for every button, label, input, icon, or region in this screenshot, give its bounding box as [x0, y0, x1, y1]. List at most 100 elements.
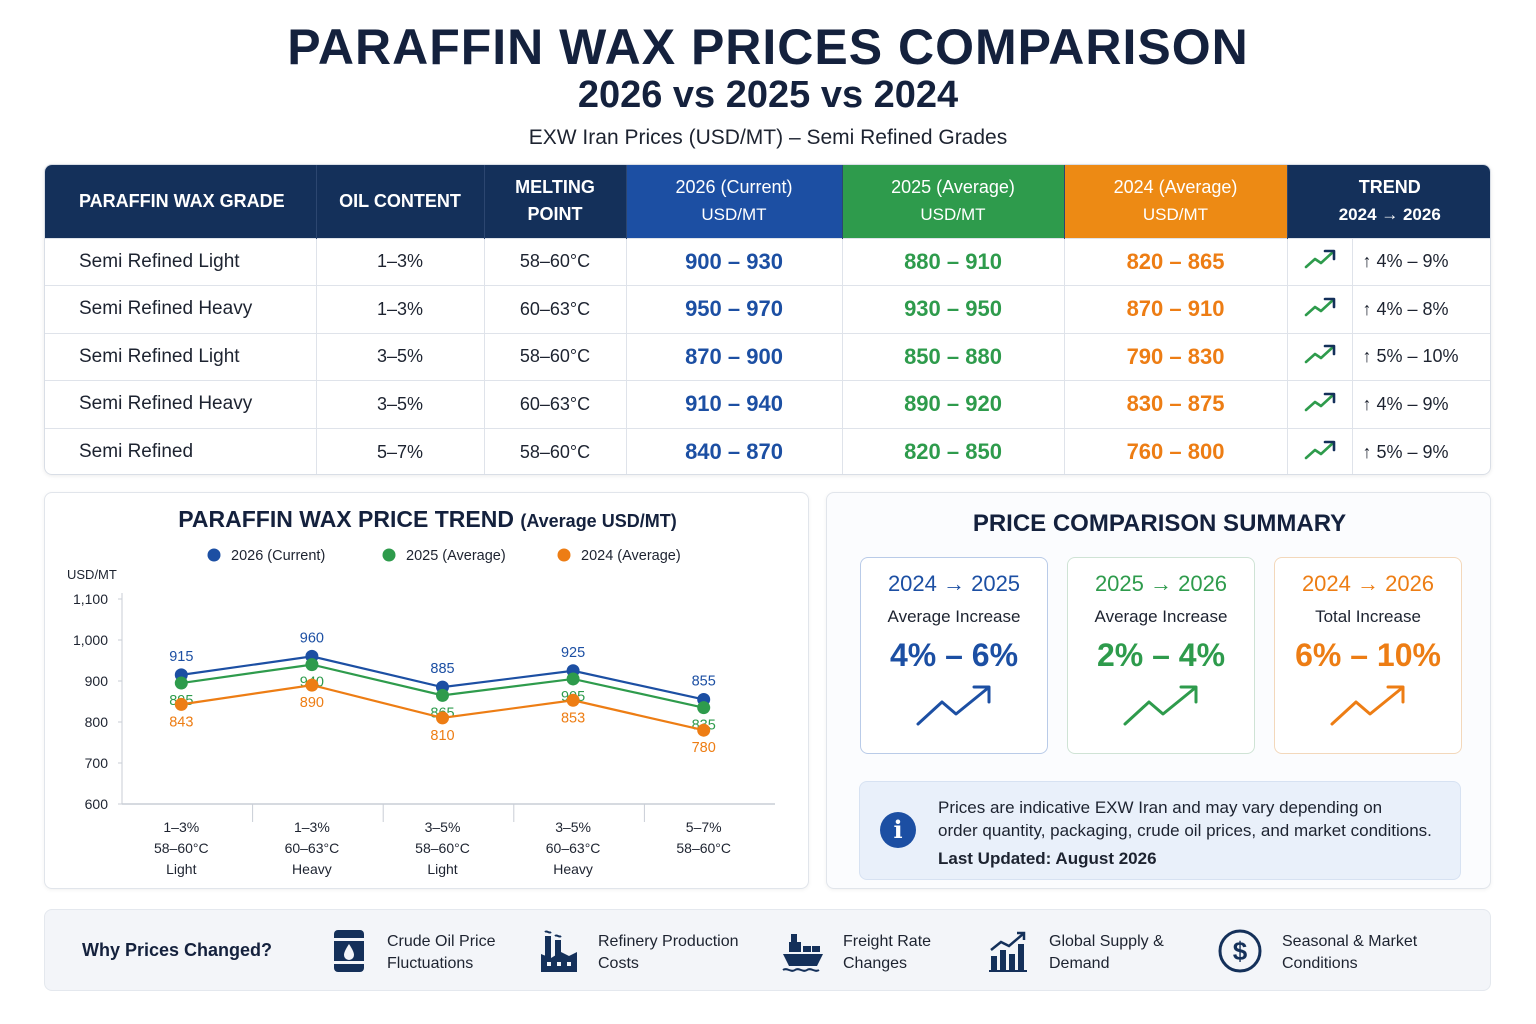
y-tick-label: 800: [85, 714, 109, 730]
legend-label: 2026 (Current): [231, 548, 325, 564]
x-tick-label: 58–60°C: [415, 840, 470, 856]
note-line-2: order quantity, packaging, crude oil pri…: [938, 821, 1432, 840]
header-grade: PARAFFIN WAX GRADE: [45, 165, 317, 238]
trend-up-icon: [916, 685, 991, 726]
why-item-crude-oil: Crude Oil Price Fluctuations: [331, 924, 521, 978]
x-tick-label: 60–63°C: [546, 840, 601, 856]
price-2024-cell: 760 – 800: [1064, 427, 1288, 474]
melting-point-cell: 60–63°C: [484, 380, 627, 428]
why-line2: Fluctuations: [387, 955, 474, 972]
header-2026: 2026 (Current) USD/MT: [626, 165, 843, 238]
why-text-refinery: Refinery Production Costs: [598, 931, 739, 975]
trend-icon-cell: [1287, 237, 1353, 286]
card-value: 2% – 4%: [1096, 637, 1226, 673]
data-label: 925: [561, 645, 585, 661]
grade-cell: Semi Refined Heavy: [45, 380, 317, 428]
price-2025-cell: 930 – 950: [842, 285, 1065, 333]
price-table: PARAFFIN WAX GRADE OIL CONTENT MELTING P…: [44, 164, 1491, 475]
card-label: Average Increase: [887, 607, 1021, 626]
data-label: 915: [169, 649, 193, 665]
why-line2: Conditions: [1282, 955, 1358, 972]
data-label: 890: [300, 695, 324, 711]
trend-up-icon: [1304, 297, 1335, 317]
grade-cell: Semi Refined Light: [45, 332, 317, 381]
table-row: Semi Refined Light 3–5% 58–60°C 870 – 900 85…: [45, 332, 1490, 381]
x-tick-label: 3–5%: [555, 819, 591, 835]
trend-cell: ↑ 4% – 8%: [1352, 285, 1490, 333]
dollar-icon: $: [1218, 929, 1262, 973]
price-2024-cell: 790 – 830: [1064, 332, 1288, 381]
header-melting-point-label: MELTING POINT: [515, 177, 595, 225]
refinery-icon: [541, 930, 577, 972]
x-tick-label: Heavy: [553, 861, 593, 877]
data-label: 810: [430, 728, 454, 744]
trend-up-icon: [1330, 685, 1405, 726]
card-label: Total Increase: [1315, 607, 1421, 626]
why-item-refinery: Refinery Production Costs: [539, 924, 749, 978]
y-tick-label: 1,000: [73, 632, 108, 648]
data-label: 855: [692, 673, 716, 689]
header-2024-unit: USD/MT: [1142, 205, 1209, 225]
price-2026-cell: 840 – 870: [626, 427, 843, 474]
why-item-freight: Freight Rate Changes: [781, 924, 961, 978]
chart-title-suffix: (Average USD/MT): [520, 511, 677, 531]
summary-card: 2025 → 2026 Average Increase 2% – 4%: [1067, 557, 1255, 754]
melting-point-cell: 58–60°C: [484, 332, 627, 381]
x-tick-label: 58–60°C: [154, 840, 209, 856]
y-tick-label: 700: [85, 755, 109, 771]
data-point: [566, 693, 580, 707]
last-updated: Last Updated: August 2026: [938, 849, 1157, 868]
card-period: 2024 → 2025: [887, 571, 1021, 596]
trend-up-icon: [1304, 344, 1335, 364]
svg-text:$: $: [1233, 936, 1248, 966]
trend-up-icon: [1304, 440, 1335, 459]
header-trend: TREND 2024 → 2026: [1287, 165, 1490, 238]
page-caption: EXW Iran Prices (USD/MT) – Semi Refined …: [528, 126, 1008, 149]
y-tick-label: 1,100: [73, 591, 108, 607]
header-2024: 2024 (Average) USD/MT: [1064, 165, 1288, 238]
trend-cell: ↑ 5% – 9%: [1352, 427, 1490, 474]
header-2025-label: 2025 (Average): [891, 177, 1015, 198]
data-point: [566, 672, 580, 686]
price-note: i Prices are indicative EXW Iran and may…: [859, 781, 1461, 880]
price-trend-chart-panel: PARAFFIN WAX PRICE TREND (Average USD/MT…: [44, 492, 809, 889]
data-point: [174, 697, 188, 711]
oil-content-cell: 3–5%: [316, 380, 485, 428]
price-2024-cell: 830 – 875: [1064, 380, 1288, 428]
chart-title: PARAFFIN WAX PRICE TREND (Average USD/MT…: [45, 506, 810, 533]
header-oil-content: OIL CONTENT: [316, 165, 485, 238]
why-line1: Refinery Production: [598, 933, 739, 950]
header-melting-point: MELTING POINT: [484, 165, 627, 238]
price-2026-cell: 870 – 900: [626, 332, 843, 381]
why-line2: Changes: [843, 955, 908, 972]
why-line2: Costs: [598, 955, 639, 972]
y-axis-label: USD/MT: [67, 567, 117, 582]
why-item-seasonal: $ Seasonal & Market Conditions: [1217, 924, 1427, 978]
x-tick-label: 58–60°C: [676, 840, 731, 856]
trend-icon-cell: [1287, 285, 1353, 333]
grade-cell: Semi Refined Heavy: [45, 285, 317, 333]
card-value: 4% – 6%: [889, 637, 1019, 673]
x-tick-label: 5–7%: [686, 819, 722, 835]
cargo-ship-icon: [782, 934, 823, 972]
x-tick-label: Heavy: [292, 861, 332, 877]
table-row: Semi Refined Heavy 3–5% 60–63°C 910 – 940 89…: [45, 380, 1490, 428]
x-tick-label: 1–3%: [163, 819, 199, 835]
data-point: [436, 688, 449, 702]
price-2026-cell: 900 – 930: [626, 237, 843, 286]
data-label: 843: [169, 714, 193, 730]
card-period: 2024 → 2026: [1301, 571, 1435, 596]
legend-label: 2024 (Average): [581, 548, 681, 564]
legend-marker: [207, 548, 221, 562]
x-tick-label: 1–3%: [294, 819, 330, 835]
data-point: [305, 658, 319, 672]
table-row: Semi Refined Heavy 1–3% 60–63°C 950 – 970 93…: [45, 285, 1490, 333]
melting-point-cell: 58–60°C: [484, 427, 627, 474]
grade-cell: Semi Refined Light: [45, 237, 317, 286]
oil-content-cell: 1–3%: [316, 237, 485, 286]
price-2025-cell: 850 – 880: [842, 332, 1065, 381]
why-label: Why Prices Changed?: [82, 940, 273, 960]
why-text-supply-demand: Global Supply & Demand: [1049, 931, 1164, 975]
table-row: Semi Refined Light 1–3% 58–60°C 900 – 930 88…: [45, 237, 1490, 286]
info-icon: i: [880, 812, 916, 848]
